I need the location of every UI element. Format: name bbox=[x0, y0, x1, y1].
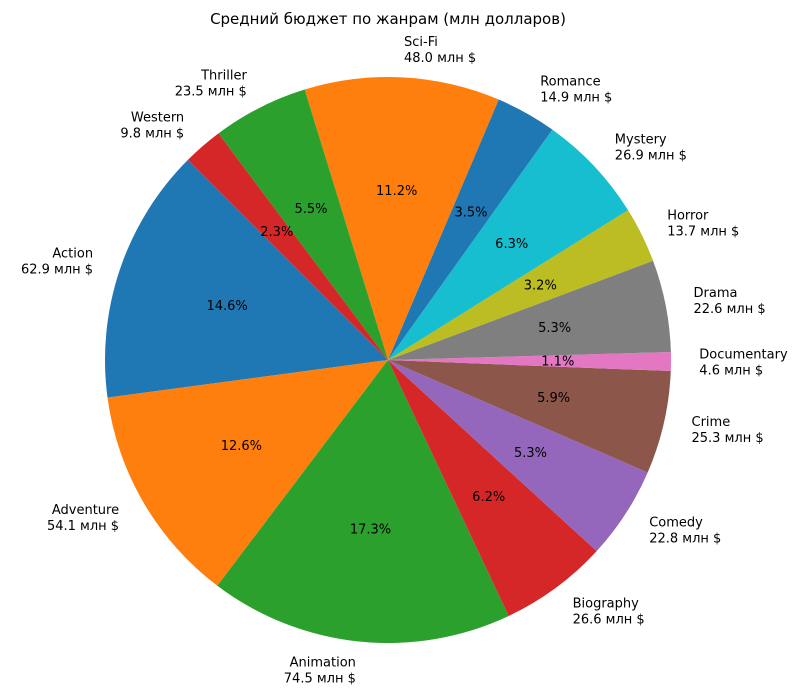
slice-value: 26.6 млн $ bbox=[573, 613, 645, 628]
pie-slice-romance bbox=[388, 99, 553, 360]
slice-name: Adventure bbox=[52, 503, 119, 518]
pie-outer-label-crime: Crime 25.3 млн $ bbox=[692, 415, 764, 446]
pie-outer-label-documentary: Documentary 4.6 млн $ bbox=[699, 348, 788, 379]
slice-name: Romance bbox=[540, 74, 600, 89]
pie-percent-label: 3.5% bbox=[454, 205, 487, 220]
pie-slices bbox=[105, 76, 671, 644]
pie-percent-label: 5.9% bbox=[537, 391, 570, 406]
pie-outer-label-sci-fi: Sci-Fi 48.0 млн $ bbox=[404, 35, 476, 66]
slice-value: 22.6 млн $ bbox=[694, 302, 766, 317]
slice-value: 14.9 млн $ bbox=[540, 90, 612, 105]
slice-value: 54.1 млн $ bbox=[47, 519, 119, 534]
pie-percent-label: 3.2% bbox=[524, 278, 557, 293]
pie-outer-label-drama: Drama 22.6 млн $ bbox=[694, 286, 766, 317]
pie-slice-sci-fi bbox=[304, 76, 499, 360]
slice-name: Comedy bbox=[649, 515, 703, 530]
slice-value: 22.8 млн $ bbox=[649, 531, 721, 546]
slice-name: Drama bbox=[694, 286, 738, 301]
pie-slice-action bbox=[105, 159, 389, 398]
pie-percent-label: 12.6% bbox=[221, 439, 262, 454]
pie-slice-animation bbox=[217, 360, 509, 644]
pie-outer-label-adventure: Adventure 54.1 млн $ bbox=[47, 503, 119, 534]
slice-value: 4.6 млн $ bbox=[699, 364, 763, 379]
pie-outer-label-romance: Romance 14.9 млн $ bbox=[540, 74, 612, 105]
pie-outer-labels: Action 62.9 млн $ Adventure 54.1 млн $ Anima… bbox=[21, 35, 788, 687]
pie-outer-label-comedy: Comedy 22.8 млн $ bbox=[649, 515, 721, 546]
pie-percent-label: 5.3% bbox=[514, 446, 547, 461]
pie-slice-adventure bbox=[107, 360, 388, 586]
pie-percent-label: 6.3% bbox=[495, 237, 528, 252]
pie-slice-crime bbox=[388, 360, 671, 473]
slice-value: 62.9 млн $ bbox=[21, 262, 93, 277]
pie-percent-label: 14.6% bbox=[206, 299, 247, 314]
slice-name: Horror bbox=[667, 208, 709, 223]
pie-outer-label-animation: Animation 74.5 млн $ bbox=[284, 656, 356, 687]
slice-name: Animation bbox=[290, 656, 356, 671]
pie-slice-drama bbox=[388, 260, 671, 360]
slice-name: Biography bbox=[573, 597, 640, 612]
pie-outer-label-horror: Horror 13.7 млн $ bbox=[667, 208, 739, 239]
chart-title: Средний бюджет по жанрам (млн долларов) bbox=[210, 10, 566, 28]
pie-slice-mystery bbox=[388, 129, 629, 360]
pie-percent-label: 17.3% bbox=[350, 522, 391, 537]
pie-outer-label-thriller: Thriller 23.5 млн $ bbox=[175, 69, 248, 100]
slice-value: 9.8 млн $ bbox=[120, 127, 184, 142]
pie-slice-comedy bbox=[388, 360, 648, 552]
pie-slice-horror bbox=[388, 210, 654, 360]
slice-value: 23.5 млн $ bbox=[175, 85, 247, 100]
slice-name: Crime bbox=[692, 415, 731, 430]
pie-percent-labels: 14.6% 12.6% 17.3% 6.2% 5.3% 5.9% 1.1% 5.3% 3.2% 6… bbox=[206, 184, 574, 538]
slice-name: Mystery bbox=[615, 133, 667, 148]
slice-value: 13.7 млн $ bbox=[667, 224, 739, 239]
slice-value: 25.3 млн $ bbox=[692, 431, 764, 446]
slice-name: Western bbox=[131, 111, 184, 126]
pie-outer-label-biography: Biography 26.6 млн $ bbox=[573, 597, 645, 628]
slice-name: Documentary bbox=[699, 348, 788, 363]
pie-percent-label: 2.3% bbox=[260, 225, 293, 240]
pie-percent-label: 5.3% bbox=[538, 321, 571, 336]
pie-outer-label-action: Action 62.9 млн $ bbox=[21, 246, 93, 277]
pie-slice-biography bbox=[388, 360, 597, 616]
slice-value: 48.0 млн $ bbox=[404, 51, 476, 66]
pie-percent-label: 5.5% bbox=[294, 202, 327, 217]
pie-outer-label-western: Western 9.8 млн $ bbox=[120, 111, 184, 142]
slice-name: Thriller bbox=[200, 69, 247, 84]
slice-value: 74.5 млн $ bbox=[284, 672, 356, 687]
slice-value: 26.9 млн $ bbox=[615, 149, 687, 164]
slice-name: Action bbox=[52, 246, 93, 261]
pie-percent-label: 6.2% bbox=[472, 490, 505, 505]
pie-outer-label-mystery: Mystery 26.9 млн $ bbox=[615, 133, 687, 164]
pie-slice-documentary bbox=[388, 352, 671, 372]
pie-percent-label: 1.1% bbox=[541, 354, 574, 369]
pie-percent-label: 11.2% bbox=[376, 184, 417, 199]
slice-name: Sci-Fi bbox=[404, 35, 438, 50]
pie-slice-western bbox=[187, 133, 388, 360]
pie-slice-thriller bbox=[218, 89, 388, 360]
